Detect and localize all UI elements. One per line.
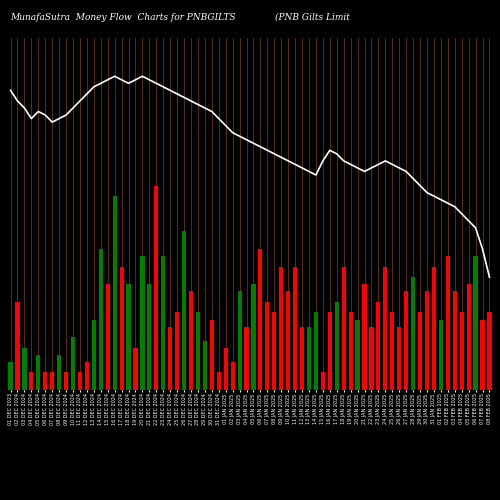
Bar bbox=[466, 284, 470, 390]
Bar bbox=[348, 312, 352, 390]
Bar bbox=[397, 326, 402, 390]
Bar bbox=[362, 284, 366, 390]
Bar bbox=[300, 326, 304, 390]
Bar bbox=[356, 320, 360, 390]
Bar bbox=[376, 302, 380, 390]
Bar bbox=[106, 284, 110, 390]
Bar bbox=[314, 312, 318, 390]
Bar bbox=[390, 312, 394, 390]
Bar bbox=[230, 362, 234, 390]
Bar bbox=[370, 326, 374, 390]
Bar bbox=[98, 249, 103, 390]
Bar bbox=[8, 362, 12, 390]
Bar bbox=[439, 320, 443, 390]
Bar bbox=[224, 348, 228, 390]
Bar bbox=[480, 320, 484, 390]
Bar bbox=[446, 256, 450, 390]
Bar bbox=[78, 372, 82, 390]
Bar bbox=[258, 249, 262, 390]
Bar bbox=[432, 266, 436, 390]
Bar bbox=[286, 292, 290, 390]
Bar bbox=[161, 256, 166, 390]
Bar bbox=[452, 292, 457, 390]
Bar bbox=[196, 312, 200, 390]
Bar bbox=[252, 284, 256, 390]
Bar bbox=[244, 326, 248, 390]
Bar bbox=[328, 312, 332, 390]
Bar bbox=[168, 326, 172, 390]
Bar bbox=[474, 256, 478, 390]
Bar bbox=[43, 372, 48, 390]
Bar bbox=[64, 372, 68, 390]
Bar bbox=[266, 302, 270, 390]
Bar bbox=[22, 348, 26, 390]
Bar bbox=[148, 284, 152, 390]
Bar bbox=[85, 362, 89, 390]
Bar bbox=[126, 284, 130, 390]
Bar bbox=[279, 266, 283, 390]
Bar bbox=[175, 312, 179, 390]
Bar bbox=[272, 312, 276, 390]
Bar bbox=[293, 266, 297, 390]
Bar bbox=[112, 196, 116, 390]
Bar bbox=[411, 277, 415, 390]
Bar bbox=[16, 302, 20, 390]
Bar bbox=[189, 292, 193, 390]
Text: MunafaSutra  Money Flow  Charts for PNBGILTS: MunafaSutra Money Flow Charts for PNBGIL… bbox=[10, 12, 235, 22]
Bar bbox=[342, 266, 346, 390]
Bar bbox=[334, 302, 339, 390]
Bar bbox=[384, 266, 388, 390]
Bar bbox=[30, 372, 34, 390]
Text: (PNB Gilts Limit: (PNB Gilts Limit bbox=[275, 12, 350, 22]
Bar bbox=[134, 348, 138, 390]
Bar bbox=[50, 372, 54, 390]
Bar bbox=[71, 337, 75, 390]
Bar bbox=[418, 312, 422, 390]
Bar bbox=[140, 256, 144, 390]
Bar bbox=[210, 320, 214, 390]
Bar bbox=[216, 372, 221, 390]
Bar bbox=[92, 320, 96, 390]
Bar bbox=[182, 232, 186, 390]
Bar bbox=[404, 292, 408, 390]
Bar bbox=[321, 372, 325, 390]
Bar bbox=[238, 292, 242, 390]
Bar bbox=[488, 312, 492, 390]
Bar bbox=[57, 355, 61, 390]
Bar bbox=[460, 312, 464, 390]
Bar bbox=[120, 266, 124, 390]
Bar bbox=[425, 292, 429, 390]
Bar bbox=[203, 340, 207, 390]
Bar bbox=[36, 355, 40, 390]
Bar bbox=[154, 186, 158, 390]
Bar bbox=[307, 326, 311, 390]
